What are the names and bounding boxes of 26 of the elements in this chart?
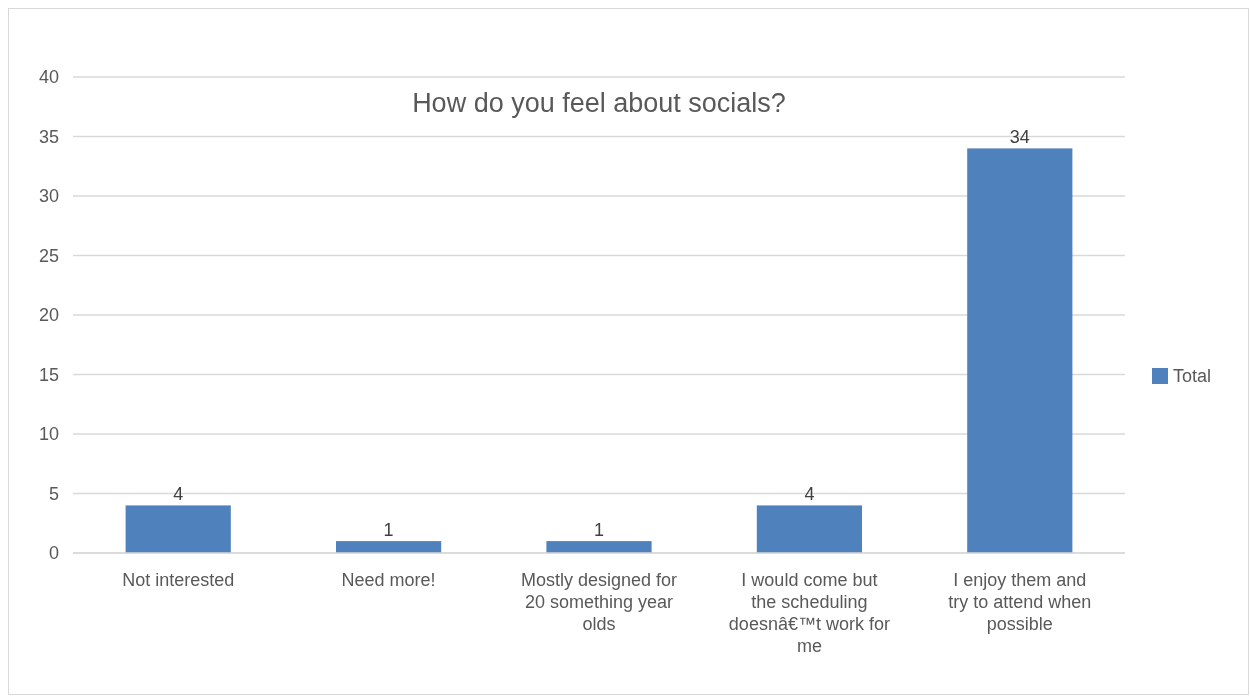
y-tick-label: 15 <box>38 364 59 385</box>
bar <box>336 541 442 553</box>
data-label: 1 <box>593 520 605 541</box>
x-tick-label: I would come but the scheduling doesnâ€™t work for me <box>728 570 890 656</box>
x-tick-label: I enjoy them and try to attend when possible <box>948 570 1092 634</box>
y-tick-label: 40 <box>38 67 59 88</box>
y-tick-label: 35 <box>38 126 59 147</box>
data-label: 1 <box>383 520 394 541</box>
bar <box>967 148 1073 553</box>
y-tick-label: 5 <box>48 483 59 504</box>
y-tick-label: 0 <box>48 543 59 564</box>
data-label: 4 <box>804 484 815 505</box>
bar <box>756 505 862 553</box>
data-label: 34 <box>1009 127 1030 148</box>
data-label: 4 <box>173 484 184 505</box>
y-tick-label: 20 <box>38 305 59 326</box>
bar <box>125 505 231 553</box>
y-tick-label: 10 <box>38 424 59 445</box>
x-tick-label: Mostly designed for 20 something year olds <box>520 570 678 634</box>
legend-label: Total <box>1173 366 1212 387</box>
y-tick-label: 30 <box>38 186 59 207</box>
x-tick-label: Need more! <box>341 570 436 590</box>
y-tick-label: 25 <box>38 245 59 266</box>
bar <box>546 541 652 553</box>
chart-title: How do you feel about socials? <box>412 88 786 118</box>
x-tick-label: Not interested <box>122 570 235 590</box>
